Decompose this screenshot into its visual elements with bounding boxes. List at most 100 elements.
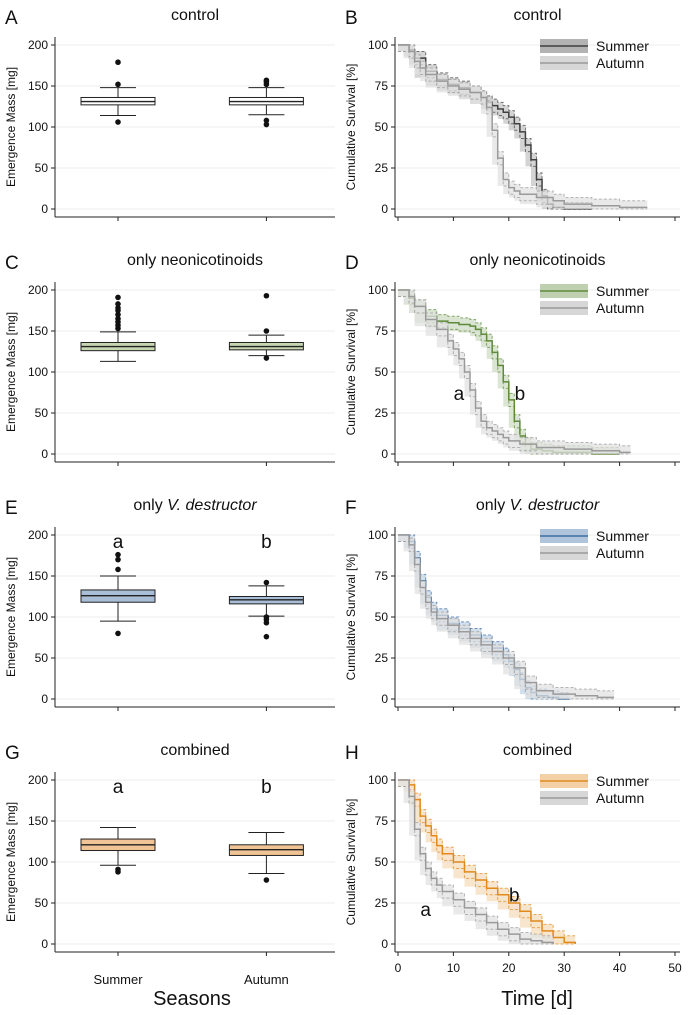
- figure-xlabel-left: Seasons: [153, 988, 231, 1010]
- panel-title-E: only V. destructor: [133, 497, 257, 514]
- series-autumn: [398, 534, 615, 700]
- legend-label-autumn: Autumn: [596, 300, 644, 316]
- x-tick-label: 50: [668, 961, 682, 975]
- title-italic: V. destructor: [510, 497, 600, 514]
- y-tick-label: 0: [41, 202, 48, 216]
- y-tick-label: 100: [28, 855, 48, 869]
- panel-letter-E: E: [5, 498, 18, 519]
- outlier-point: [115, 866, 121, 873]
- legend-label-summer: Summer: [596, 283, 649, 299]
- y-axis-label: Cumulative Survival [%]: [344, 554, 358, 681]
- x-tick-label: 20: [502, 961, 516, 975]
- significance-letter: b: [509, 885, 520, 906]
- x-tick-label: 40: [613, 961, 627, 975]
- y-tick-label: 0: [381, 937, 388, 951]
- y-tick-label: 150: [28, 324, 48, 338]
- y-tick-label: 75: [375, 814, 389, 828]
- x-tick-label: 10: [447, 961, 461, 975]
- panel-letter-F: F: [345, 498, 357, 519]
- y-tick-label: 75: [375, 324, 389, 338]
- y-tick-label: 100: [368, 528, 388, 542]
- y-tick-label: 50: [375, 120, 389, 134]
- outlier-point: [115, 294, 121, 301]
- significance-letter: b: [515, 384, 526, 405]
- x-tick-label: 0: [395, 961, 402, 975]
- confidence-band: [398, 535, 615, 699]
- legend-label-summer: Summer: [596, 773, 649, 789]
- panel-letter-D: D: [345, 253, 359, 274]
- x-tick-label: 30: [558, 961, 572, 975]
- y-axis-label: Cumulative Survival [%]: [344, 309, 358, 436]
- legend-label-summer: Summer: [596, 528, 649, 544]
- confidence-band: [398, 290, 620, 454]
- outlier-point: [115, 119, 121, 125]
- survival-line: [398, 779, 577, 944]
- panel-title-B: control: [513, 7, 561, 24]
- y-tick-label: 100: [368, 773, 388, 787]
- y-axis-label: Emergence Mass [mg]: [4, 67, 18, 187]
- y-tick-label: 200: [28, 528, 48, 542]
- survival-line: [398, 534, 615, 699]
- y-tick-label: 25: [375, 651, 389, 665]
- panel-letter-G: G: [5, 743, 20, 764]
- y-tick-label: 0: [381, 447, 388, 461]
- y-tick-label: 150: [28, 79, 48, 93]
- confidence-band: [398, 780, 576, 944]
- outlier-point: [115, 551, 121, 558]
- panel-letter-H: H: [345, 743, 359, 764]
- outlier-point: [263, 355, 270, 361]
- legend-label-autumn: Autumn: [596, 55, 644, 71]
- y-axis-label: Cumulative Survival [%]: [344, 64, 358, 191]
- significance-letter: a: [454, 384, 465, 405]
- y-tick-label: 0: [41, 937, 48, 951]
- outlier-point: [263, 633, 270, 640]
- significance-letter: b: [261, 532, 272, 553]
- title-plain: only: [476, 497, 510, 514]
- outlier-point: [115, 566, 121, 573]
- y-tick-label: 200: [28, 283, 48, 297]
- outlier-point: [115, 630, 121, 637]
- panel-title-H: combined: [503, 742, 572, 759]
- outlier-point: [263, 328, 270, 334]
- y-tick-label: 25: [375, 161, 389, 175]
- series-autumn: [398, 779, 554, 945]
- y-tick-label: 25: [375, 896, 389, 910]
- outlier-point: [115, 311, 121, 318]
- legend-label-autumn: Autumn: [596, 790, 644, 806]
- panel-letter-B: B: [345, 8, 358, 29]
- panel-title-D: only neonicotinoids: [469, 252, 605, 269]
- outlier-point: [263, 614, 270, 620]
- y-tick-label: 100: [28, 365, 48, 379]
- y-tick-label: 100: [28, 120, 48, 134]
- y-tick-label: 50: [35, 406, 49, 420]
- outlier-point: [115, 315, 121, 322]
- y-tick-label: 50: [35, 896, 49, 910]
- significance-letter: a: [113, 777, 124, 798]
- outlier-point: [115, 556, 121, 563]
- outlier-point: [263, 117, 270, 124]
- y-tick-label: 75: [375, 79, 389, 93]
- title-italic: V. destructor: [167, 497, 257, 514]
- outlier-point: [263, 292, 270, 299]
- y-tick-label: 100: [28, 610, 48, 624]
- ci-lower-line: [398, 786, 576, 945]
- y-tick-label: 50: [375, 610, 389, 624]
- y-tick-label: 100: [368, 38, 388, 52]
- y-tick-label: 150: [28, 569, 48, 583]
- outlier-point: [115, 59, 121, 66]
- confidence-band: [398, 45, 648, 209]
- panel-title-A: control: [171, 7, 219, 24]
- legend-label-summer: Summer: [596, 38, 649, 54]
- survival-line: [398, 779, 554, 944]
- y-tick-label: 150: [28, 814, 48, 828]
- y-tick-label: 100: [368, 283, 388, 297]
- y-axis-label: Emergence Mass [mg]: [4, 312, 18, 432]
- ci-upper-line: [398, 779, 554, 938]
- series-autumn: [398, 44, 648, 210]
- figure-xlabel-right: Time [d]: [501, 988, 573, 1010]
- panel-title-G: combined: [160, 742, 229, 759]
- outlier-point: [115, 305, 121, 311]
- outlier-point: [115, 301, 121, 307]
- box-summer: [80, 551, 156, 637]
